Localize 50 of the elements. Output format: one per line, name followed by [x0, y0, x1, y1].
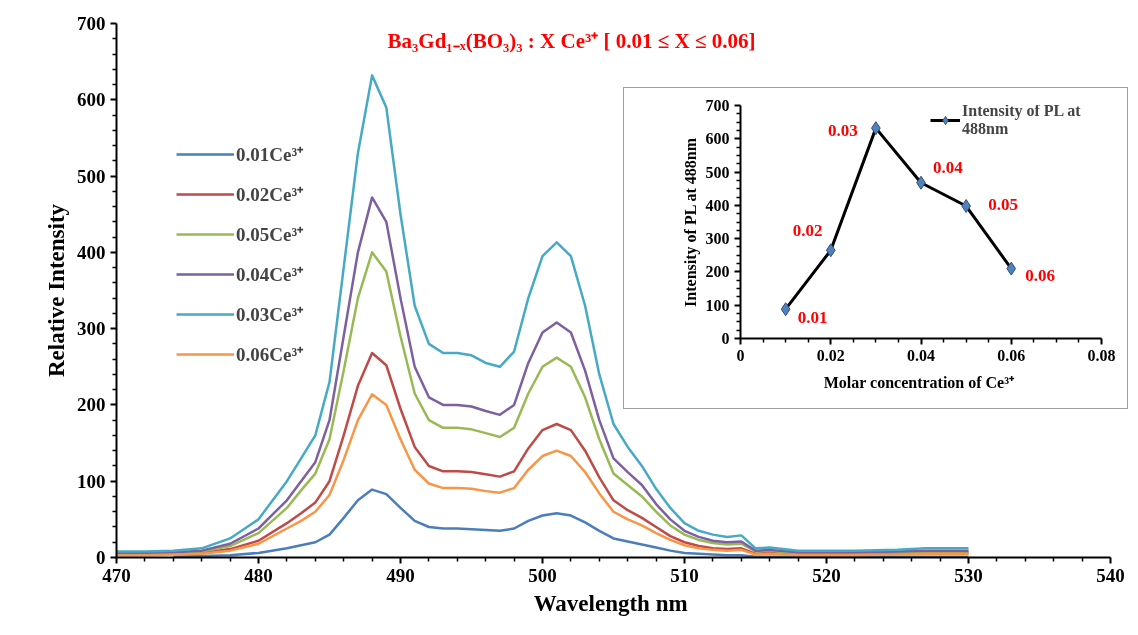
- x-tick-label: 510: [670, 564, 699, 586]
- y-axis-title: Relative Intensity: [44, 203, 69, 378]
- point: [1006, 261, 1017, 276]
- y-tick-label: 300: [77, 318, 106, 340]
- legend-label: 0.02Ce³⁺: [236, 183, 304, 207]
- line-series: [172, 488, 970, 558]
- annotation: 0.04: [933, 157, 964, 177]
- legend-label: 0.03Ce³⁺: [236, 303, 304, 327]
- y-tick-label: 100: [77, 470, 106, 492]
- y-tick-label: 400: [77, 241, 106, 263]
- legend-label: 0.05Ce³⁺: [236, 223, 304, 247]
- y-tick-label: 500: [705, 163, 730, 181]
- x-tick-label: 0.02: [816, 346, 845, 364]
- x-tick-label: 0: [736, 346, 745, 364]
- annotation: 0.03: [827, 121, 858, 141]
- x-tick-label: 480: [244, 564, 273, 586]
- annotation: 0.01: [797, 308, 828, 328]
- y-tick-label: 700: [77, 13, 106, 34]
- x-axis-title: Wavelength nm: [533, 590, 688, 616]
- y-axis-title: Intensity of PL at 488nm: [681, 137, 700, 307]
- y-tick-label: 200: [705, 263, 730, 281]
- x-axis-title: Molar concentration of Ce³⁺: [823, 373, 1016, 391]
- legend-label: 0.04Ce³⁺: [236, 263, 304, 287]
- y-tick-label: 600: [77, 89, 106, 111]
- y-tick-label: 700: [705, 97, 730, 114]
- y-tick-label: 100: [705, 296, 730, 314]
- point: [780, 302, 791, 317]
- annotation: 0.06: [1025, 265, 1055, 285]
- line-series: [116, 393, 970, 557]
- y-tick-label: 400: [705, 196, 730, 214]
- y-tick-label: 300: [705, 230, 730, 248]
- y-tick-label: 500: [77, 165, 106, 187]
- x-tick-label: 0.06: [997, 346, 1026, 364]
- x-tick-label: 500: [528, 564, 557, 586]
- point: [825, 243, 836, 258]
- x-tick-label: 0.08: [1087, 346, 1116, 364]
- legend-label: Intensity of PL at 488nm: [962, 104, 1081, 138]
- annotation: 0.02: [792, 221, 823, 241]
- y-tick-label: 600: [705, 130, 730, 148]
- annotation: 0.05: [988, 195, 1018, 215]
- x-tick-label: 530: [954, 564, 983, 586]
- x-tick-label: 490: [386, 564, 415, 586]
- x-tick-label: 540: [1096, 564, 1125, 586]
- legend-label: 0.01Ce³⁺: [236, 143, 304, 167]
- y-tick-label: 200: [77, 394, 106, 416]
- chart-title: Ba₃Gd₁₋ₓ(BO₃)₃ : X Ce³⁺ [ 0.01 ≤ X ≤ 0.06]: [387, 28, 756, 53]
- y-tick-label: 0: [721, 330, 730, 347]
- x-tick-label: 520: [812, 564, 841, 586]
- x-tick-label: 0.04: [907, 346, 935, 364]
- legend-label: 0.06Ce³⁺: [236, 343, 304, 367]
